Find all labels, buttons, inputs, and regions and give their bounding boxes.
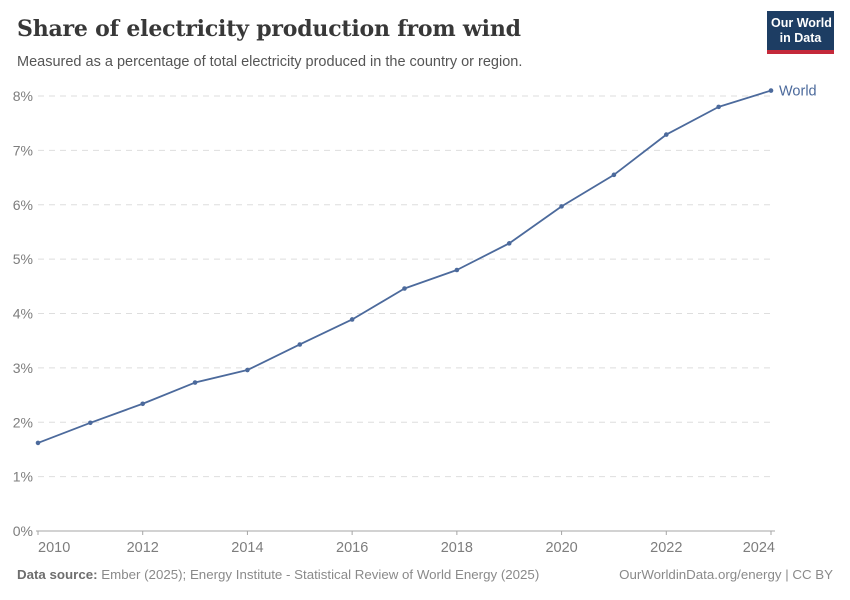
- data-point[interactable]: [88, 420, 93, 426]
- data-point[interactable]: [349, 317, 355, 322]
- y-tick-label: 7%: [13, 142, 33, 158]
- y-tick-label: 1%: [13, 469, 33, 485]
- x-tick-label: 2024: [743, 540, 775, 556]
- y-tick-label: 8%: [13, 88, 33, 104]
- data-point[interactable]: [663, 132, 669, 137]
- x-tick-label: 2020: [545, 540, 577, 556]
- x-tick-label: 2022: [650, 540, 682, 556]
- y-tick-label: 6%: [13, 197, 33, 213]
- x-tick-label: 2016: [336, 540, 368, 556]
- series-label-world[interactable]: World: [779, 84, 817, 100]
- line-chart-svg: 0% 1% 2% 3% 4% 5% 6% 7% 8% 2010 2012 2014 2016 2018 20…: [13, 84, 817, 556]
- line-chart: 0% 1% 2% 3% 4% 5% 6% 7% 8% 2010 2012 2014 2016 2018 20…: [0, 78, 850, 560]
- data-point[interactable]: [297, 342, 303, 347]
- data-point[interactable]: [454, 267, 460, 273]
- data-point[interactable]: [768, 88, 774, 93]
- chart-title: Share of electricity production from win…: [17, 16, 521, 42]
- owid-url-license[interactable]: OurWorldinData.org/energy | CC BY: [619, 567, 833, 582]
- data-source-note: Data source: Ember (2025); Energy Instit…: [17, 567, 539, 582]
- x-tick-label: 2014: [231, 540, 263, 556]
- data-source-text: Ember (2025); Energy Institute - Statist…: [97, 567, 540, 582]
- series-line-world[interactable]: [37, 89, 772, 444]
- data-point[interactable]: [611, 172, 617, 178]
- chart-subtitle: Measured as a percentage of total electr…: [17, 54, 523, 70]
- y-tick-label: 2%: [13, 414, 33, 430]
- x-tick-label: 2012: [127, 540, 159, 556]
- chart-footer: Data source: Ember (2025); Energy Instit…: [17, 567, 833, 582]
- data-point[interactable]: [35, 440, 41, 446]
- data-point[interactable]: [192, 380, 198, 385]
- owid-logo-text-line1: Our World: [771, 16, 832, 30]
- y-tick-label: 5%: [13, 251, 33, 267]
- y-tick-label: 4%: [13, 306, 33, 322]
- data-point[interactable]: [245, 367, 250, 373]
- data-point[interactable]: [559, 204, 564, 209]
- data-point[interactable]: [402, 286, 407, 291]
- y-tick-label: 0%: [13, 523, 33, 539]
- x-tick-label: 2018: [441, 540, 473, 556]
- x-tick-label: 2010: [38, 540, 70, 556]
- data-point[interactable]: [506, 241, 512, 246]
- owid-logo-text-line2: in Data: [779, 31, 822, 45]
- owid-logo[interactable]: Our World in Data: [767, 11, 834, 54]
- data-source-label: Data source:: [17, 567, 98, 582]
- data-point[interactable]: [716, 104, 721, 110]
- data-point[interactable]: [140, 401, 146, 407]
- y-tick-label: 3%: [13, 360, 33, 376]
